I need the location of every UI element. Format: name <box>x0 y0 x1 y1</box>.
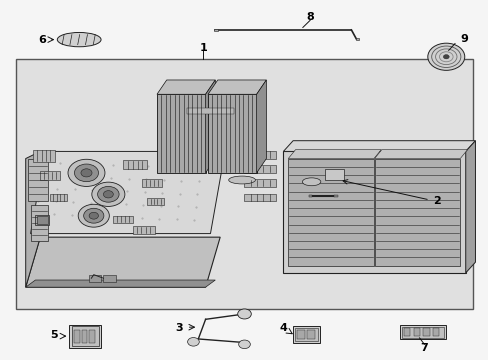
Bar <box>423 328 429 337</box>
Circle shape <box>81 169 92 177</box>
Bar <box>81 330 87 342</box>
Bar <box>147 198 164 205</box>
Polygon shape <box>465 141 474 273</box>
Bar <box>16 59 472 309</box>
Bar <box>244 194 276 202</box>
Polygon shape <box>157 80 215 94</box>
Bar <box>35 215 49 225</box>
Ellipse shape <box>228 176 255 184</box>
Ellipse shape <box>224 160 250 168</box>
Bar <box>186 108 234 114</box>
Bar <box>306 330 314 339</box>
Circle shape <box>74 164 98 182</box>
Bar <box>89 330 95 342</box>
Text: 7: 7 <box>420 343 427 353</box>
Bar <box>215 145 259 152</box>
Bar <box>103 275 116 282</box>
Polygon shape <box>205 80 215 173</box>
Circle shape <box>237 309 251 319</box>
Bar <box>399 325 446 339</box>
Bar <box>122 160 147 169</box>
Bar <box>215 131 259 137</box>
Bar <box>74 330 80 342</box>
Polygon shape <box>30 152 224 234</box>
Circle shape <box>68 159 105 186</box>
Bar <box>213 29 217 31</box>
Circle shape <box>103 191 113 198</box>
Bar <box>215 159 259 166</box>
Bar <box>89 275 101 282</box>
Circle shape <box>83 208 103 223</box>
Bar <box>401 327 444 338</box>
Bar <box>283 152 465 273</box>
Bar <box>403 328 409 337</box>
Bar <box>432 328 439 337</box>
Circle shape <box>427 43 464 70</box>
Text: 1: 1 <box>199 43 206 53</box>
Bar <box>50 194 67 202</box>
Bar <box>244 151 276 158</box>
Bar <box>40 171 60 180</box>
Polygon shape <box>374 150 467 158</box>
Circle shape <box>92 182 124 206</box>
Text: 4: 4 <box>279 323 287 333</box>
Bar <box>244 165 276 173</box>
Circle shape <box>89 212 98 219</box>
Circle shape <box>187 338 199 346</box>
Bar <box>142 179 162 187</box>
Circle shape <box>443 55 448 59</box>
Ellipse shape <box>302 178 320 186</box>
Text: 8: 8 <box>305 13 313 22</box>
Bar <box>30 205 47 241</box>
Bar <box>292 327 319 342</box>
Polygon shape <box>207 80 266 94</box>
Polygon shape <box>26 280 215 287</box>
Text: 3: 3 <box>175 323 183 333</box>
Circle shape <box>238 340 250 348</box>
Bar <box>207 94 256 173</box>
Text: 6: 6 <box>38 35 45 45</box>
Polygon shape <box>287 150 381 158</box>
Bar <box>308 195 311 197</box>
Bar <box>374 158 459 266</box>
Bar <box>132 226 154 234</box>
Bar <box>324 169 344 180</box>
Bar <box>28 158 47 202</box>
Bar <box>69 325 101 348</box>
Circle shape <box>98 186 119 202</box>
Bar <box>186 108 234 113</box>
Bar <box>157 94 205 173</box>
Bar <box>113 216 132 223</box>
Circle shape <box>78 204 109 227</box>
Text: 9: 9 <box>459 34 467 44</box>
Bar <box>334 195 337 197</box>
Polygon shape <box>256 80 266 173</box>
Bar <box>287 158 373 266</box>
Polygon shape <box>26 237 220 287</box>
Bar <box>296 330 304 339</box>
Bar <box>37 216 47 224</box>
Bar <box>294 328 317 341</box>
Bar <box>72 327 99 346</box>
Bar <box>413 328 419 337</box>
Bar <box>355 38 359 40</box>
Text: 5: 5 <box>50 330 58 341</box>
Ellipse shape <box>57 32 101 47</box>
Polygon shape <box>283 141 474 152</box>
Bar <box>33 150 55 162</box>
Polygon shape <box>26 152 40 287</box>
Bar <box>244 179 276 187</box>
Text: 2: 2 <box>343 180 440 206</box>
